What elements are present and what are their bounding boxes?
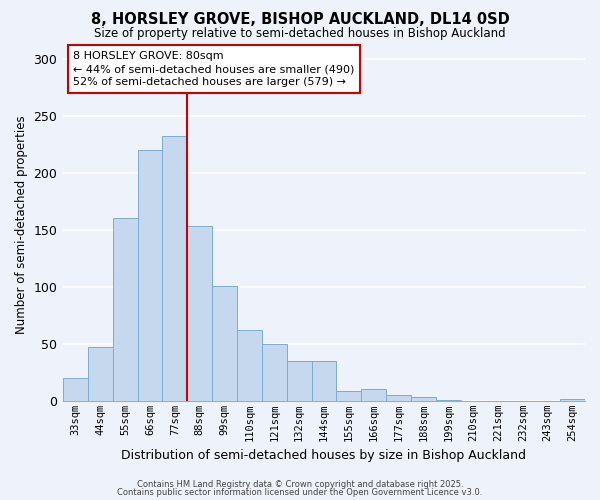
Text: 8, HORSLEY GROVE, BISHOP AUCKLAND, DL14 0SD: 8, HORSLEY GROVE, BISHOP AUCKLAND, DL14 …: [91, 12, 509, 28]
X-axis label: Distribution of semi-detached houses by size in Bishop Auckland: Distribution of semi-detached houses by …: [121, 450, 526, 462]
Bar: [237, 330, 262, 401]
Bar: [436, 400, 461, 401]
Bar: [337, 390, 361, 401]
Bar: [560, 398, 585, 401]
Bar: [63, 378, 88, 401]
Bar: [311, 361, 337, 401]
Text: Size of property relative to semi-detached houses in Bishop Auckland: Size of property relative to semi-detach…: [94, 28, 506, 40]
Bar: [88, 348, 113, 401]
Bar: [212, 286, 237, 401]
Y-axis label: Number of semi-detached properties: Number of semi-detached properties: [15, 115, 28, 334]
Text: Contains public sector information licensed under the Open Government Licence v3: Contains public sector information licen…: [118, 488, 482, 497]
Bar: [163, 136, 187, 401]
Bar: [411, 398, 436, 401]
Bar: [262, 344, 287, 401]
Bar: [187, 226, 212, 401]
Bar: [361, 390, 386, 401]
Bar: [287, 361, 311, 401]
Text: Contains HM Land Registry data © Crown copyright and database right 2025.: Contains HM Land Registry data © Crown c…: [137, 480, 463, 489]
Bar: [386, 395, 411, 401]
Text: 8 HORSLEY GROVE: 80sqm
← 44% of semi-detached houses are smaller (490)
52% of se: 8 HORSLEY GROVE: 80sqm ← 44% of semi-det…: [73, 51, 355, 88]
Bar: [113, 218, 137, 401]
Bar: [137, 150, 163, 401]
